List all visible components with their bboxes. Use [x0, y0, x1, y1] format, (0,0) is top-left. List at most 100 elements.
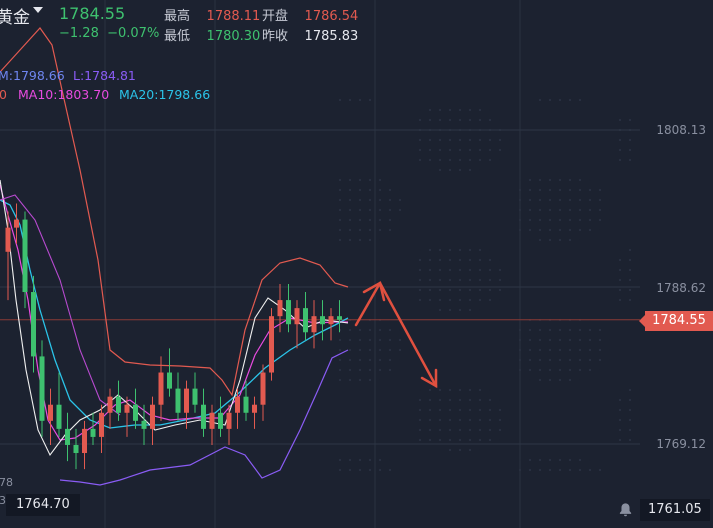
map-dot	[438, 278, 442, 282]
map-dot	[368, 468, 372, 472]
map-dot	[398, 338, 402, 342]
map-dot	[628, 158, 632, 162]
map-dot	[438, 288, 442, 292]
prev-close-quote: 昨收 1785.83	[262, 25, 358, 44]
boll-lower-legend: L:1784.81	[73, 68, 136, 83]
map-dot	[588, 208, 592, 212]
map-dot	[488, 138, 492, 142]
candle-body	[252, 404, 257, 413]
map-dot	[578, 358, 582, 362]
map-dot	[618, 418, 622, 422]
map-dot	[528, 178, 532, 182]
map-dot	[548, 338, 552, 342]
map-dot	[568, 178, 572, 182]
high-quote: 最高 1788.11	[164, 5, 260, 24]
map-dot	[378, 198, 382, 202]
map-dot	[578, 218, 582, 222]
map-dot	[498, 138, 502, 142]
candle-body	[90, 428, 96, 437]
map-dot	[448, 268, 452, 272]
map-dot	[548, 328, 552, 332]
map-dot	[548, 358, 552, 362]
caret-down-icon[interactable]	[33, 7, 43, 13]
map-dot	[628, 278, 632, 282]
map-dot	[568, 98, 572, 102]
map-dot	[368, 238, 372, 242]
candle-body	[209, 412, 215, 429]
map-dot	[458, 288, 462, 292]
candle-body	[184, 388, 189, 413]
map-dot	[468, 388, 472, 392]
map-dot	[588, 468, 592, 472]
map-dot	[588, 358, 592, 362]
map-dot	[478, 258, 482, 262]
map-dot	[418, 268, 422, 272]
map-dot	[618, 428, 622, 432]
map-dot	[358, 178, 362, 182]
map-dot	[568, 188, 572, 192]
map-dot	[548, 238, 552, 242]
candle-body	[201, 404, 206, 429]
prev-close-value: 1785.83	[304, 29, 359, 44]
map-dot	[468, 448, 472, 452]
map-dot	[388, 328, 392, 332]
map-dot	[438, 108, 442, 112]
map-dot	[358, 458, 362, 462]
map-dot	[368, 178, 372, 182]
map-dot	[438, 158, 442, 162]
map-dot	[528, 338, 532, 342]
map-dot	[428, 428, 432, 432]
map-dot	[568, 368, 572, 372]
map-dot	[428, 258, 432, 262]
map-dot	[448, 408, 452, 412]
map-dot	[618, 398, 622, 402]
map-dot	[628, 268, 632, 272]
map-dot	[338, 338, 342, 342]
map-dot	[488, 268, 492, 272]
map-dot	[628, 258, 632, 262]
bell-icon[interactable]	[618, 502, 633, 517]
map-dot	[458, 278, 462, 282]
candle-body	[337, 316, 342, 320]
map-dot	[568, 458, 572, 462]
arrow-head-up	[362, 281, 386, 302]
candle-body	[286, 300, 291, 325]
map-dot	[348, 458, 352, 462]
candle-body	[277, 300, 283, 317]
map-dot	[528, 368, 532, 372]
map-dot	[548, 98, 552, 102]
map-dot	[458, 158, 462, 162]
map-dot	[388, 468, 392, 472]
map-dot	[548, 228, 552, 232]
map-dot	[478, 388, 482, 392]
map-dot	[428, 398, 432, 402]
map-dot	[338, 198, 342, 202]
boll-lower-line	[59, 349, 349, 486]
map-dot	[448, 258, 452, 262]
map-dot	[598, 218, 602, 222]
map-dot	[338, 468, 342, 472]
map-dot	[458, 108, 462, 112]
map-dot	[468, 398, 472, 402]
open-quote: 开盘 1786.54	[262, 5, 358, 24]
map-dot	[398, 208, 402, 212]
symbol-name[interactable]: 黄金	[0, 8, 30, 28]
map-dot	[428, 408, 432, 412]
open-label: 开盘	[262, 9, 289, 24]
map-dot	[458, 388, 462, 392]
map-dot	[418, 408, 422, 412]
arrow-head-down	[420, 368, 438, 389]
map-dot	[438, 138, 442, 142]
map-dot	[358, 348, 362, 352]
map-dot	[358, 188, 362, 192]
candle-body	[175, 388, 181, 413]
candle-body	[158, 372, 164, 405]
map-dot	[548, 348, 552, 352]
candle-body	[56, 404, 62, 429]
candle-body	[5, 227, 11, 252]
map-dot	[558, 348, 562, 352]
map-dot	[598, 358, 602, 362]
map-dot	[398, 348, 402, 352]
map-dot	[558, 468, 562, 472]
map-dot	[618, 268, 622, 272]
